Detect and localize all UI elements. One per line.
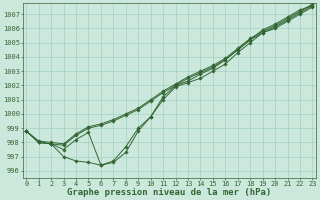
X-axis label: Graphe pression niveau de la mer (hPa): Graphe pression niveau de la mer (hPa) (67, 188, 271, 197)
